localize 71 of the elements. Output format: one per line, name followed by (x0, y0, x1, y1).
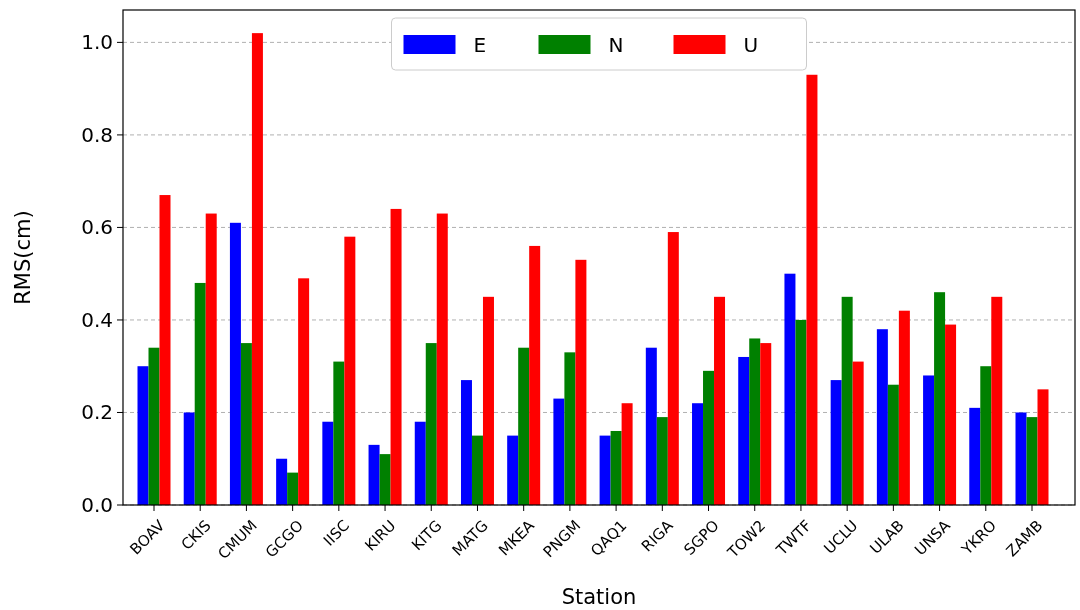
bar (1026, 417, 1038, 505)
bar (287, 472, 299, 505)
bar (298, 278, 310, 505)
bar (795, 319, 807, 505)
y-axis-title: RMS(cm) (11, 210, 35, 305)
bar (471, 435, 483, 505)
bar (656, 417, 668, 505)
bar (414, 421, 426, 505)
bar (379, 454, 391, 505)
bar (553, 398, 565, 505)
bar (322, 421, 334, 505)
bar (898, 310, 910, 505)
bar (1037, 389, 1049, 505)
bar (830, 380, 842, 505)
bar (137, 366, 149, 505)
y-tick-label: 1.0 (81, 30, 113, 55)
bar (425, 343, 437, 505)
bar (436, 213, 448, 505)
bar (159, 195, 171, 505)
y-tick-label: 0.2 (81, 400, 113, 425)
bar (714, 296, 726, 505)
bar (749, 338, 761, 505)
bar (852, 361, 864, 505)
bar (887, 384, 899, 505)
bar (333, 361, 345, 505)
bar (610, 430, 622, 505)
bar (460, 380, 472, 505)
bar (194, 282, 206, 505)
bar (276, 458, 288, 505)
bar (183, 412, 195, 505)
bar (991, 296, 1003, 505)
bar (806, 74, 818, 505)
bar (703, 370, 715, 505)
bar (621, 403, 633, 505)
bar (784, 273, 796, 505)
bar (738, 356, 750, 505)
bar (969, 407, 981, 505)
bar (251, 33, 263, 505)
legend-label: N (608, 33, 624, 57)
bar (923, 375, 935, 505)
bar (760, 343, 772, 505)
bar (934, 292, 946, 505)
bar (645, 347, 657, 505)
bar (667, 232, 679, 505)
bar (564, 352, 576, 505)
legend-label: E (473, 33, 487, 57)
bar (876, 329, 888, 505)
y-tick-label: 0.0 (81, 493, 113, 517)
legend-label: U (743, 33, 759, 57)
y-tick-label: 0.8 (81, 122, 113, 147)
bar (841, 296, 853, 505)
bar (575, 259, 587, 505)
bar (529, 245, 541, 505)
bar (980, 366, 992, 505)
bar (229, 222, 241, 505)
bar (148, 347, 160, 505)
y-tick-label: 0.6 (81, 215, 113, 240)
bar (518, 347, 530, 505)
bar (507, 435, 519, 505)
bar (368, 444, 380, 505)
bar (1015, 412, 1027, 505)
x-axis-title: Station (561, 585, 637, 609)
bar (945, 324, 957, 505)
bar (205, 213, 217, 505)
y-tick-label: 0.4 (81, 307, 113, 332)
bar (599, 435, 611, 505)
bar (390, 208, 402, 505)
bar (482, 296, 494, 505)
bar (692, 403, 704, 505)
bar (344, 236, 356, 505)
bar (240, 343, 252, 505)
